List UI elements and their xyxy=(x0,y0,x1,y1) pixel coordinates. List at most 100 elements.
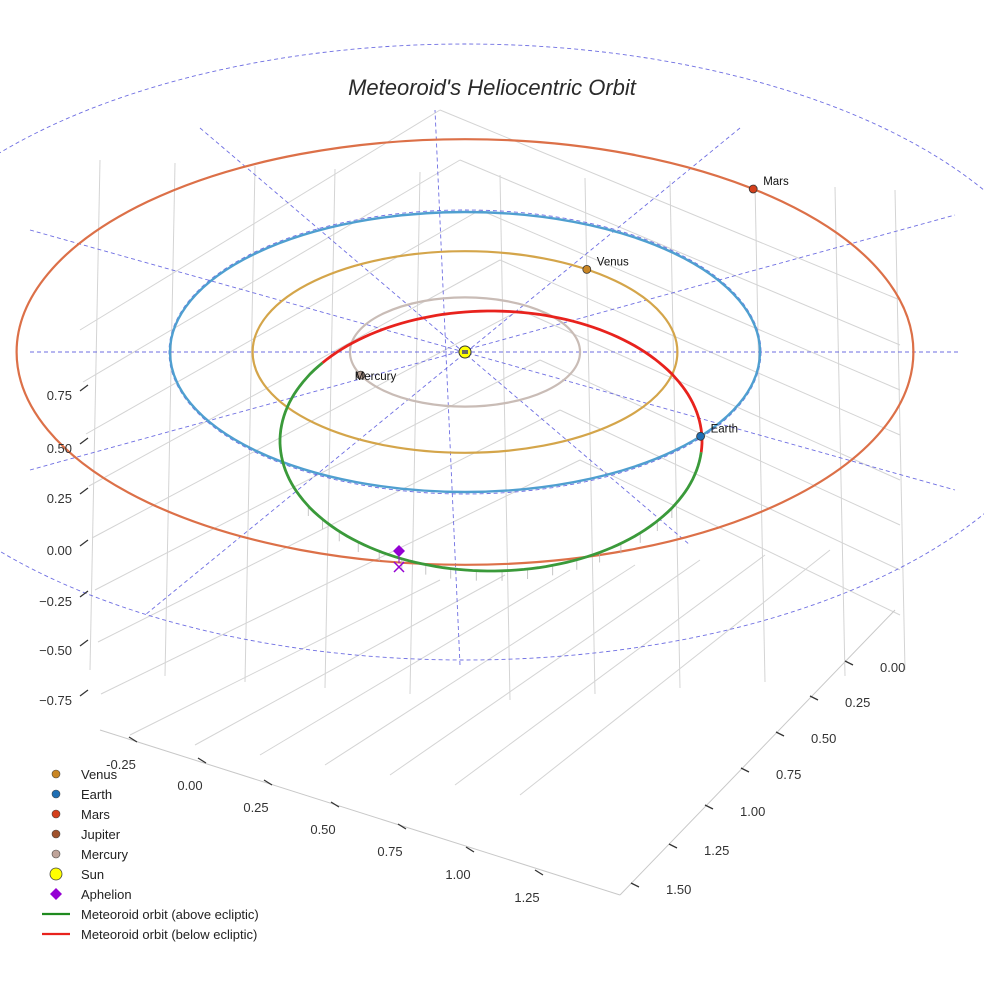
label-mercury: Mercury xyxy=(355,371,397,383)
grid-line xyxy=(129,579,441,736)
z-tick-mark xyxy=(79,590,89,598)
legend-diamond-icon xyxy=(40,884,74,904)
grid-line xyxy=(89,159,101,671)
x-tick-label: 1.25 xyxy=(514,890,539,905)
orbit-mercury xyxy=(348,296,582,408)
grid-line xyxy=(579,459,901,616)
legend-label: Jupiter xyxy=(81,826,121,842)
grid-line xyxy=(94,359,541,591)
legend-item[interactable]: Mars xyxy=(40,804,360,824)
grid-line xyxy=(88,259,501,487)
z-tick-mark xyxy=(79,384,89,392)
legend-label: Sun xyxy=(81,866,105,882)
y-tick-mark xyxy=(630,882,640,888)
legend-item[interactable]: Jupiter xyxy=(40,824,360,844)
z-tick-label: 0.25 xyxy=(47,491,72,506)
x-tick-label: 0.25 xyxy=(243,800,268,815)
y-tick-mark xyxy=(740,767,750,773)
marker-mercury xyxy=(356,370,366,380)
planet-orbits xyxy=(15,138,915,566)
legend-circle-large-icon xyxy=(40,864,74,884)
grid-line xyxy=(519,309,901,481)
legend-item[interactable]: Aphelion xyxy=(40,884,360,904)
grid-line xyxy=(519,549,831,796)
marker-mars xyxy=(748,184,758,194)
grid-line xyxy=(164,162,176,677)
grid-line xyxy=(669,180,681,689)
grid-line xyxy=(324,168,336,689)
grid-line xyxy=(754,183,766,683)
z-tick-label: −0.75 xyxy=(39,693,72,708)
legend-circle-icon xyxy=(40,844,74,864)
y-tick-label: 0.00 xyxy=(880,660,905,675)
axis-line xyxy=(619,609,896,896)
z-tick-label: 0.00 xyxy=(47,543,72,558)
x-tick-label: 0.00 xyxy=(177,778,202,793)
y-tick-label: 1.00 xyxy=(740,804,765,819)
legend-line-icon xyxy=(40,924,74,944)
z-tick-label: 0.50 xyxy=(47,441,72,456)
legend-label: Mars xyxy=(81,806,110,822)
x-tick-mark xyxy=(263,779,273,786)
legend-item[interactable]: Earth xyxy=(40,784,360,804)
grid-line xyxy=(389,559,701,776)
orbit-mars xyxy=(15,138,915,566)
grid-line xyxy=(584,177,596,695)
z-tick-label: −0.25 xyxy=(39,594,72,609)
z-tick-mark xyxy=(79,689,89,697)
x-tick-label: 0.50 xyxy=(310,822,335,837)
x-tick-mark xyxy=(197,757,207,764)
x-tick-label: 1.00 xyxy=(445,867,470,882)
grid-line xyxy=(539,359,901,526)
y-tick-label: 0.50 xyxy=(811,731,836,746)
meteoroid-orbit-below xyxy=(321,309,704,453)
grid-line xyxy=(100,459,581,695)
legend-item[interactable]: Venus xyxy=(40,764,360,784)
marker-aphelion-projection xyxy=(393,561,405,573)
axis-line xyxy=(99,729,621,896)
label-mars: Mars xyxy=(763,176,789,188)
legend-item[interactable]: Mercury xyxy=(40,844,360,864)
legend-item[interactable]: Meteoroid orbit (below ecliptic) xyxy=(40,924,360,944)
grid-line xyxy=(324,564,636,766)
legend: Venus Earth Mars Jupiter Mercury Sun Aphelion M… xyxy=(40,764,360,944)
y-tick-label: 1.50 xyxy=(666,882,691,897)
grid-line xyxy=(244,165,256,683)
y-tick-mark xyxy=(809,695,819,701)
grid-line xyxy=(454,554,766,786)
z-tick-mark xyxy=(79,487,89,495)
grid-line xyxy=(559,409,901,571)
grid-line xyxy=(194,574,506,746)
z-tick-mark xyxy=(79,639,89,647)
marker-venus xyxy=(582,264,592,274)
axis-ticks: 0.75 0.50 0.25 0.00 −0.25 −0.50 −0.75 -0.25 0.00… xyxy=(39,384,905,905)
grid-line xyxy=(82,159,461,383)
sun-core xyxy=(462,350,468,354)
z-tick-label: 0.75 xyxy=(47,388,72,403)
ecliptic-spoke xyxy=(199,127,691,546)
label-venus: Venus xyxy=(597,256,629,268)
grid-line xyxy=(439,109,901,301)
grid-line xyxy=(409,171,421,695)
legend-label: Meteoroid orbit (below ecliptic) xyxy=(81,926,258,942)
ecliptic-spoke xyxy=(144,127,741,616)
orbit-venus xyxy=(251,250,679,454)
meteoroid-orbit xyxy=(278,309,704,581)
grid-line xyxy=(97,409,561,643)
z-tick-mark xyxy=(79,539,89,547)
ecliptic-spoke xyxy=(29,214,956,471)
legend-circle-icon xyxy=(40,804,74,824)
grid-line xyxy=(499,259,901,436)
label-earth: Earth xyxy=(711,423,739,435)
x-tick-mark xyxy=(397,823,407,830)
y-tick-label: 1.25 xyxy=(704,843,729,858)
ecliptic-ring xyxy=(0,43,984,661)
legend-label: Venus xyxy=(81,766,118,782)
meteoroid-orbit-above xyxy=(278,361,703,573)
grid-line xyxy=(479,209,901,391)
legend-circle-icon xyxy=(40,784,74,804)
x-tick-label: 0.75 xyxy=(377,844,402,859)
legend-item[interactable]: Meteoroid orbit (above ecliptic) xyxy=(40,904,360,924)
legend-item[interactable]: Sun xyxy=(40,864,360,884)
